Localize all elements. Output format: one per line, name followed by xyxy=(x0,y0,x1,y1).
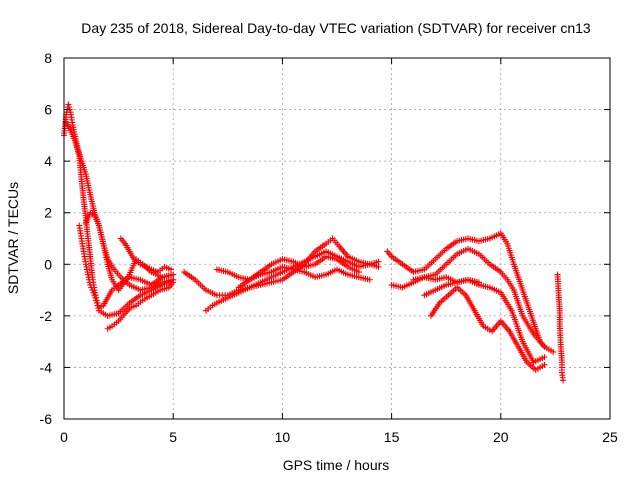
data-point-track-e xyxy=(170,279,177,286)
x-tick-label: 10 xyxy=(275,429,291,445)
x-tick-label: 25 xyxy=(602,429,618,445)
data-point-track-c xyxy=(94,302,101,309)
data-point-track-c xyxy=(93,299,100,306)
data-point-mid-b xyxy=(375,258,382,265)
x-tick-label: 15 xyxy=(384,429,400,445)
data-point-mid-a xyxy=(375,263,382,270)
data-point-late-b xyxy=(550,348,557,355)
y-tick-label: -6 xyxy=(40,411,53,427)
data-point-mid-d xyxy=(355,269,362,276)
data-point-track-f xyxy=(168,266,175,273)
data-point-track-c xyxy=(92,294,99,301)
y-axis-label: SDTVAR / TECUs xyxy=(5,182,21,294)
data-point-track-c xyxy=(90,289,97,296)
x-axis-label: GPS time / hours xyxy=(283,457,390,473)
ticks-layer: 0 5 10 15 20 25 -6 -4 -2 0 2 4 6 8 xyxy=(40,50,618,445)
y-tick-label: -2 xyxy=(40,308,53,324)
y-tick-label: 0 xyxy=(44,256,52,272)
data-point-end-a xyxy=(560,377,567,384)
data-point-late-e xyxy=(475,279,482,286)
data-point-track-c xyxy=(88,284,95,291)
y-tick-label: 2 xyxy=(44,205,52,221)
data-point-late-c xyxy=(541,354,548,361)
grid-layer xyxy=(64,58,610,419)
data-point-track-a xyxy=(66,103,73,110)
x-tick-label: 0 xyxy=(60,429,68,445)
marks-layer xyxy=(61,101,567,384)
data-point-track-d xyxy=(170,271,177,278)
data-point-track-c xyxy=(95,305,102,312)
plot-frame xyxy=(63,57,611,420)
x-tick-label: 20 xyxy=(493,429,509,445)
data-point-mid-c xyxy=(366,276,373,283)
data-point-track-c xyxy=(93,297,100,304)
data-point-track-a xyxy=(65,101,72,108)
y-tick-label: 6 xyxy=(44,102,52,118)
x-tick-label: 5 xyxy=(169,429,177,445)
data-point-track-c xyxy=(91,292,98,299)
y-tick-label: -4 xyxy=(40,359,53,375)
y-tick-label: 4 xyxy=(44,153,52,169)
y-tick-label: 8 xyxy=(44,50,52,66)
chart-title: Day 235 of 2018, Sidereal Day-to-day VTE… xyxy=(81,20,591,36)
data-point-late-d xyxy=(541,361,548,368)
data-point-track-c xyxy=(87,281,94,288)
data-point-track-c xyxy=(89,287,96,294)
